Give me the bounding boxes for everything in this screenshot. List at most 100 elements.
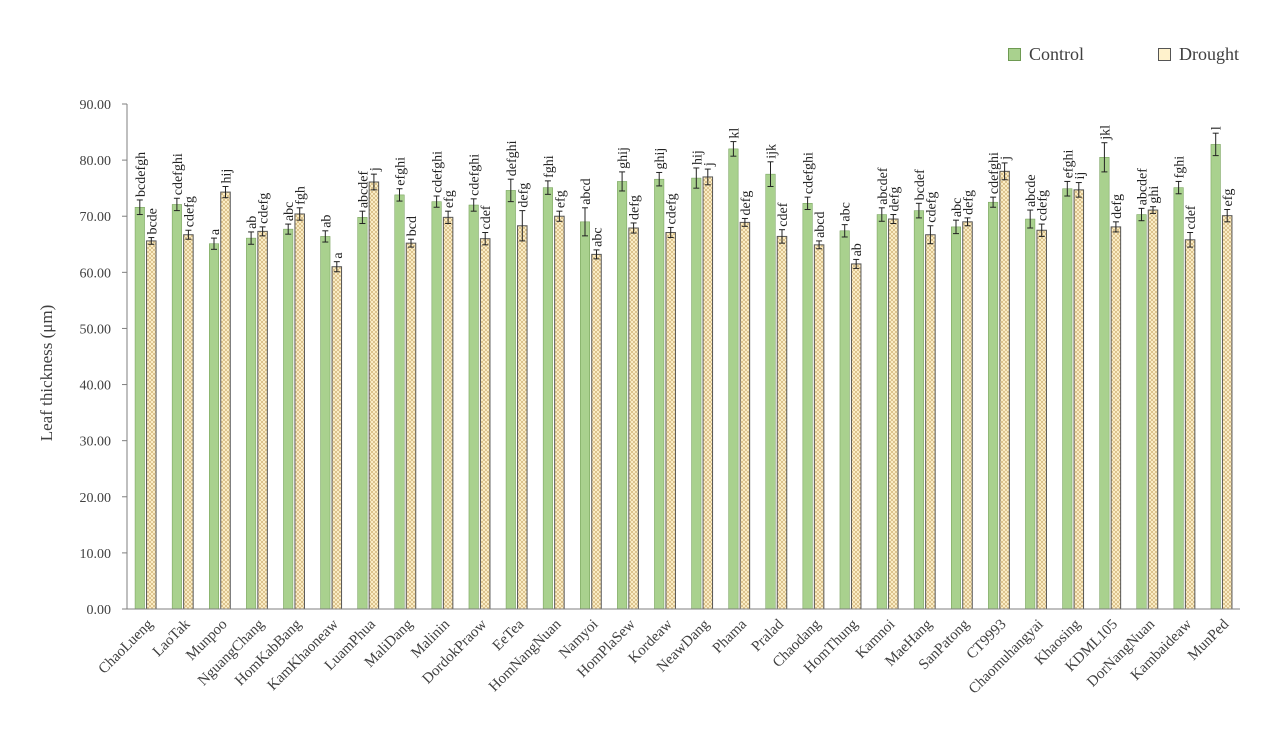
control-significance-label: cdefghi <box>171 153 186 195</box>
control-bar <box>1173 187 1184 610</box>
control-bar <box>580 221 590 610</box>
control-significance-label: abc <box>839 202 854 221</box>
control-significance-label: abcd <box>579 178 594 204</box>
y-axis: 0.00 10.00 20.00 30.00 40.00 50.00 60.00 70.00 8… <box>80 98 128 618</box>
drought-significance-label: abcd <box>813 211 828 237</box>
control-bar <box>951 226 961 610</box>
drought-bar <box>888 218 899 610</box>
y-axis-label: Leaf thickness (μm) <box>37 305 56 442</box>
control-significance-label: cdefghi <box>987 152 1002 194</box>
drought-bar <box>999 170 1010 610</box>
x-axis: ChaoLuengLaoTakMunpooNguangChangHomKabBa… <box>96 608 1240 697</box>
control-bar <box>691 177 702 610</box>
control-significance-label: abcdef <box>1136 168 1151 206</box>
x-tick-label: ChaoLueng <box>96 616 157 677</box>
legend-drought-swatch <box>1158 48 1171 61</box>
drought-bar <box>1221 215 1233 610</box>
control-significance-label: bcdef <box>913 169 928 200</box>
y-tick-label: 0.00 <box>87 603 112 618</box>
control-bar <box>320 236 331 610</box>
drought-bar <box>554 215 565 610</box>
control-significance-label: jkl <box>1098 125 1113 141</box>
control-bar <box>171 204 182 610</box>
control-significance-label: ab <box>245 216 260 229</box>
control-bar <box>1099 157 1110 610</box>
drought-significance-label: defg <box>739 191 754 216</box>
control-significance-label: abc <box>282 202 297 221</box>
drought-bar <box>368 181 380 610</box>
control-significance-label: abcdef <box>876 167 891 205</box>
legend-control: Control <box>1008 44 1084 65</box>
control-bar <box>1136 214 1147 610</box>
drought-significance-label: fgh <box>294 186 309 205</box>
drought-bar <box>1036 229 1047 610</box>
drought-bar <box>183 234 194 610</box>
control-significance-label: abc <box>950 198 965 217</box>
control-bar <box>1210 144 1221 610</box>
control-bar <box>802 203 813 610</box>
drought-bar <box>925 234 936 610</box>
y-tick-label: 30.00 <box>80 435 112 450</box>
y-tick-label: 10.00 <box>80 547 112 562</box>
drought-significance-label: cdefg <box>924 192 939 223</box>
drought-significance-label: cdefg <box>665 193 680 224</box>
control-significance-label: bcdefgh <box>134 152 149 197</box>
control-bar <box>468 204 479 610</box>
legend-drought-label: Drought <box>1179 44 1239 64</box>
drought-significance-label: cdefg <box>182 196 197 227</box>
drought-bar <box>1184 239 1196 610</box>
drought-bar <box>294 213 305 610</box>
y-tick-label: 80.00 <box>80 154 112 169</box>
drought-bar <box>702 176 714 610</box>
control-significance-label: efghi <box>1061 150 1076 179</box>
drought-significance-label: ab <box>850 243 865 256</box>
control-bar <box>1025 218 1036 610</box>
drought-significance-label: efg <box>553 190 568 208</box>
drought-significance-label: cdefg <box>1036 190 1051 221</box>
control-bar <box>394 194 405 610</box>
drought-bar <box>665 231 676 610</box>
control-bar <box>505 190 516 610</box>
control-significance-label: fghi <box>1173 156 1188 179</box>
control-bar <box>839 230 850 610</box>
legend-control-label: Control <box>1029 44 1085 64</box>
control-significance-label: cdefghi <box>802 152 817 194</box>
drought-significance-label: cdef <box>1184 205 1199 229</box>
y-tick-label: 40.00 <box>80 379 112 394</box>
control-bar <box>988 201 999 610</box>
legend-control-swatch <box>1008 48 1021 61</box>
control-significance-label: efghi <box>394 157 409 186</box>
drought-significance-label: efg <box>1221 189 1236 207</box>
y-tick-label: 90.00 <box>80 98 112 113</box>
drought-bar <box>591 253 602 610</box>
drought-bar <box>517 225 528 610</box>
drought-significance-label: a <box>331 252 346 259</box>
control-bar <box>283 228 294 610</box>
control-significance-label: ab <box>319 215 334 228</box>
control-bar <box>542 187 553 610</box>
drought-bar <box>442 216 454 610</box>
drought-bar <box>628 227 639 610</box>
drought-bar <box>220 191 231 610</box>
drought-bar <box>776 235 788 610</box>
y-tick-label: 60.00 <box>80 266 112 281</box>
drought-bar <box>479 238 491 610</box>
drought-significance-label: defg <box>628 195 643 220</box>
y-tick-label: 50.00 <box>80 322 112 337</box>
control-significance-label: ghij <box>616 147 631 169</box>
control-bar <box>913 210 924 610</box>
control-bar <box>728 148 739 610</box>
drought-significance-label: defg <box>516 183 531 208</box>
drought-significance-label: efg <box>442 190 457 208</box>
drought-significance-label: defg <box>962 190 977 215</box>
control-bar <box>357 217 368 610</box>
control-significance-label: fghi <box>542 155 557 178</box>
drought-bar <box>962 221 973 610</box>
drought-bar <box>1110 226 1122 610</box>
drought-bar <box>146 240 157 610</box>
control-bar <box>1062 188 1073 610</box>
drought-bar <box>1073 189 1085 610</box>
drought-significance-label: cdef <box>776 202 791 226</box>
